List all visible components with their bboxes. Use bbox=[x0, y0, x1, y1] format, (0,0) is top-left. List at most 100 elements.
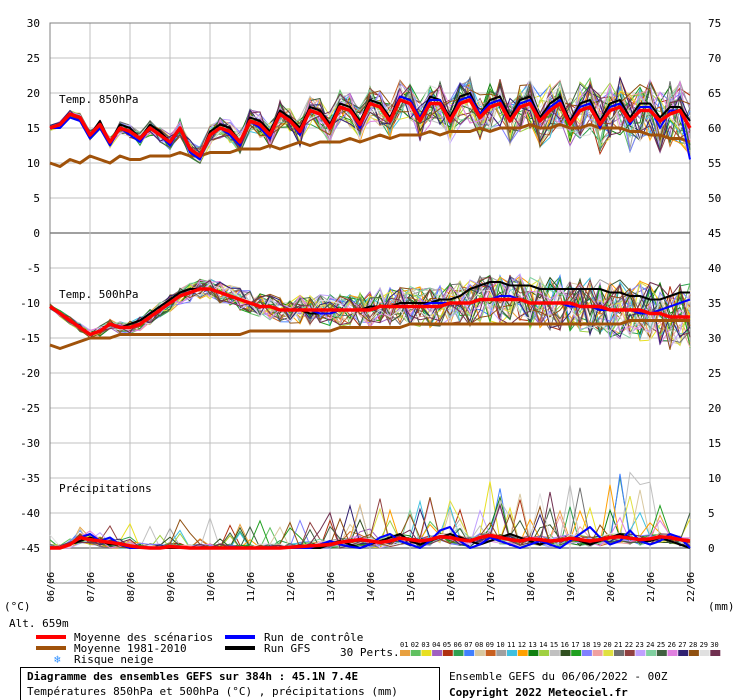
pert-color-swatch bbox=[507, 650, 517, 656]
right-axis-unit: (mm) bbox=[708, 600, 735, 613]
pert-number-label: 10 bbox=[496, 641, 504, 649]
mean-scenarios-line bbox=[50, 533, 691, 550]
right-tick-label: 30 bbox=[708, 332, 721, 345]
legend-mean-label: Moyenne des scénarios bbox=[74, 631, 213, 644]
pert-color-swatch bbox=[710, 650, 721, 656]
pert-number-label: 18 bbox=[582, 641, 590, 649]
date-tick-label: 18/06 bbox=[526, 572, 537, 602]
date-tick-label: 13/06 bbox=[326, 572, 337, 602]
pert-color-swatch bbox=[581, 650, 592, 656]
legend-mean: Moyenne des scénarios bbox=[36, 631, 213, 644]
right-tick-label: 65 bbox=[708, 87, 721, 100]
right-tick-label: 40 bbox=[708, 262, 721, 275]
pert-number-label: 04 bbox=[432, 641, 440, 649]
date-tick-label: 09/06 bbox=[166, 572, 177, 602]
pert-color-swatch bbox=[549, 650, 560, 656]
right-tick-label: 60 bbox=[708, 122, 721, 135]
date-tick-label: 15/06 bbox=[406, 572, 417, 602]
plot-frame bbox=[49, 22, 691, 584]
pert-color-swatch bbox=[517, 650, 528, 656]
date-tick-label: 10/06 bbox=[206, 572, 217, 602]
pert-color-swatch bbox=[539, 650, 550, 656]
right-tick-label: 75 bbox=[708, 17, 721, 30]
left-tick-label: -40 bbox=[20, 507, 40, 520]
date-axis-labels: 06/06 07/06 08/06 09/06 10/06 11/06 12/06 13/06… bbox=[46, 572, 697, 602]
right-tick-label: 25 bbox=[708, 367, 721, 380]
pert-number-label: 17 bbox=[571, 641, 579, 649]
pert-number-label: 11 bbox=[507, 641, 515, 649]
date-tick-label: 22/06 bbox=[686, 572, 697, 602]
left-tick-label: 30 bbox=[27, 17, 40, 30]
left-tick-label: -30 bbox=[20, 437, 40, 450]
pert-color-swatch bbox=[400, 650, 410, 656]
pert-color-swatch bbox=[635, 650, 646, 656]
date-tick-label: 14/06 bbox=[366, 572, 377, 602]
climatology-line bbox=[49, 123, 691, 168]
left-tick-label: -25 bbox=[20, 402, 40, 415]
pert-number-label: 27 bbox=[678, 641, 686, 649]
left-tick-label: -45 bbox=[20, 542, 40, 555]
pert-color-swatch bbox=[560, 650, 571, 656]
panel-title-500: Temp. 500hPa bbox=[59, 288, 138, 301]
pert-color-swatch bbox=[474, 650, 485, 656]
footer-title: Diagramme des ensembles GEFS sur 384h : … bbox=[27, 670, 359, 683]
pert-number-label: 19 bbox=[593, 641, 601, 649]
climatology-line bbox=[49, 319, 690, 350]
perturbation-line bbox=[49, 279, 691, 335]
left-tick-label: 0 bbox=[33, 227, 40, 240]
pert-number-label: 21 bbox=[614, 641, 622, 649]
pert-color-swatch bbox=[667, 650, 678, 656]
pert-color-swatch bbox=[678, 650, 689, 656]
left-tick-label: 15 bbox=[27, 122, 40, 135]
pert-color-swatch bbox=[410, 650, 421, 656]
pert-number-label: 03 bbox=[421, 641, 429, 649]
pert-color-swatch bbox=[496, 650, 507, 656]
left-tick-label: 20 bbox=[27, 87, 40, 100]
pert-number-label: 29 bbox=[700, 641, 708, 649]
legend-snow: ❄ Risque neige bbox=[54, 653, 153, 666]
pert-color-swatch bbox=[442, 650, 453, 656]
snowflake-icon: ❄ bbox=[54, 653, 61, 666]
date-tick-label: 12/06 bbox=[286, 572, 297, 602]
right-tick-label: 45 bbox=[708, 227, 721, 240]
panel-title-850: Temp. 850hPa bbox=[59, 93, 138, 106]
pert-number-label: 15 bbox=[550, 641, 558, 649]
left-tick-label: 10 bbox=[27, 157, 40, 170]
mean-scenarios-line bbox=[48, 287, 690, 337]
date-tick-label: 08/06 bbox=[126, 572, 137, 602]
pert-number-label: 01 bbox=[400, 641, 408, 649]
right-tick-label: 20 bbox=[708, 402, 721, 415]
pert-color-swatch bbox=[624, 650, 635, 656]
left-axis-unit: (°C) bbox=[4, 600, 31, 613]
pert-number-label: 24 bbox=[646, 641, 654, 649]
pert-color-swatch bbox=[646, 650, 657, 656]
pert-color-swatch bbox=[464, 650, 475, 656]
pert-color-swatch bbox=[571, 650, 582, 656]
footer-subtitle: Températures 850hPa et 500hPa (°C) , pré… bbox=[27, 685, 398, 698]
pert-color-swatch bbox=[453, 650, 464, 656]
copyright: Copyright 2022 Meteociel.fr bbox=[449, 686, 628, 699]
pert-color-swatch bbox=[432, 650, 443, 656]
pert-number-label: 20 bbox=[603, 641, 611, 649]
pert-color-swatch bbox=[485, 650, 496, 656]
main-series-lines bbox=[48, 92, 692, 550]
perturbation-line bbox=[49, 275, 691, 338]
legend-gfs: Run GFS bbox=[225, 642, 310, 655]
pert-color-swatch bbox=[603, 650, 614, 656]
right-tick-label: 15 bbox=[708, 437, 721, 450]
pert-number-label: 28 bbox=[689, 641, 697, 649]
pert-number-label: 07 bbox=[464, 641, 472, 649]
pert-color-swatch bbox=[592, 650, 603, 656]
pert-number-label: 16 bbox=[561, 641, 569, 649]
pert-number-label: 14 bbox=[539, 641, 547, 649]
date-tick-label: 06/06 bbox=[46, 572, 57, 602]
left-tick-label: -35 bbox=[20, 472, 40, 485]
legend-climatology-label: Moyenne 1981-2010 bbox=[74, 642, 187, 655]
pert-number-label: 06 bbox=[454, 641, 462, 649]
pert-number-label: 09 bbox=[486, 641, 494, 649]
legend-gfs-label: Run GFS bbox=[264, 642, 310, 655]
gfs-run-line bbox=[49, 281, 690, 336]
date-tick-label: 19/06 bbox=[566, 572, 577, 602]
pert-number-label: 22 bbox=[625, 641, 633, 649]
